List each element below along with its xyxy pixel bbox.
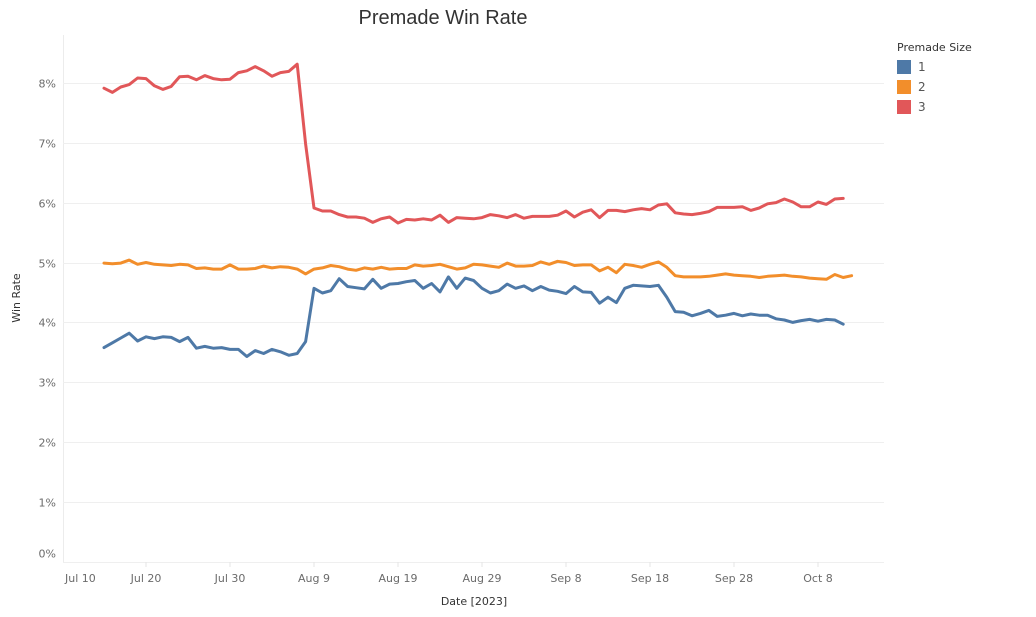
series-lines [102,62,854,358]
y-tick-label: 0% [39,548,56,561]
x-axis-title: Date [2023] [441,595,507,608]
x-tick-label: Jul 20 [130,572,162,585]
y-tick-label: 5% [39,258,56,271]
legend-title: Premade Size [897,41,972,54]
y-tick-label: 7% [39,138,56,151]
y-axis-ticks: 0% 1% 2% 3% 4% 5% 6% 7% 8% [39,78,56,561]
legend: Premade Size 1 2 3 [897,41,972,117]
x-tick-label: Sep 28 [715,572,753,585]
x-tick-label: Aug 29 [463,572,502,585]
x-tick-label: Jul 10 [64,572,96,585]
chart-title: Premade Win Rate [359,7,528,29]
x-tick-label: Jul 30 [214,572,246,585]
series-line-2 [102,258,854,281]
series-line-3 [102,62,845,225]
y-tick-label: 6% [39,198,56,211]
legend-swatch-2 [897,80,911,94]
legend-label-1: 1 [918,60,926,74]
x-tick-label: Sep 8 [550,572,581,585]
legend-label-2: 2 [918,80,926,94]
x-axis-tick-marks [145,562,819,567]
legend-item-2[interactable]: 2 [897,77,972,97]
y-tick-label: 3% [39,377,56,390]
legend-label-3: 3 [918,100,926,114]
legend-item-1[interactable]: 1 [897,57,972,77]
x-tick-label: Aug 19 [379,572,418,585]
legend-swatch-1 [897,60,911,74]
x-tick-label: Sep 18 [631,572,669,585]
y-axis-title: Win Rate [10,273,23,323]
y-tick-label: 2% [39,437,56,450]
series-line-1 [102,275,845,358]
x-tick-label: Aug 9 [298,572,330,585]
x-axis-ticks: Jul 10 Jul 20 Jul 30 Aug 9 Aug 19 Aug 29 Sep 8… [64,572,833,585]
y-tick-label: 8% [39,78,56,91]
y-tick-label: 1% [39,497,56,510]
x-tick-label: Oct 8 [803,572,833,585]
legend-swatch-3 [897,100,911,114]
gridlines [63,83,884,563]
legend-item-3[interactable]: 3 [897,97,972,117]
y-tick-label: 4% [39,317,56,330]
